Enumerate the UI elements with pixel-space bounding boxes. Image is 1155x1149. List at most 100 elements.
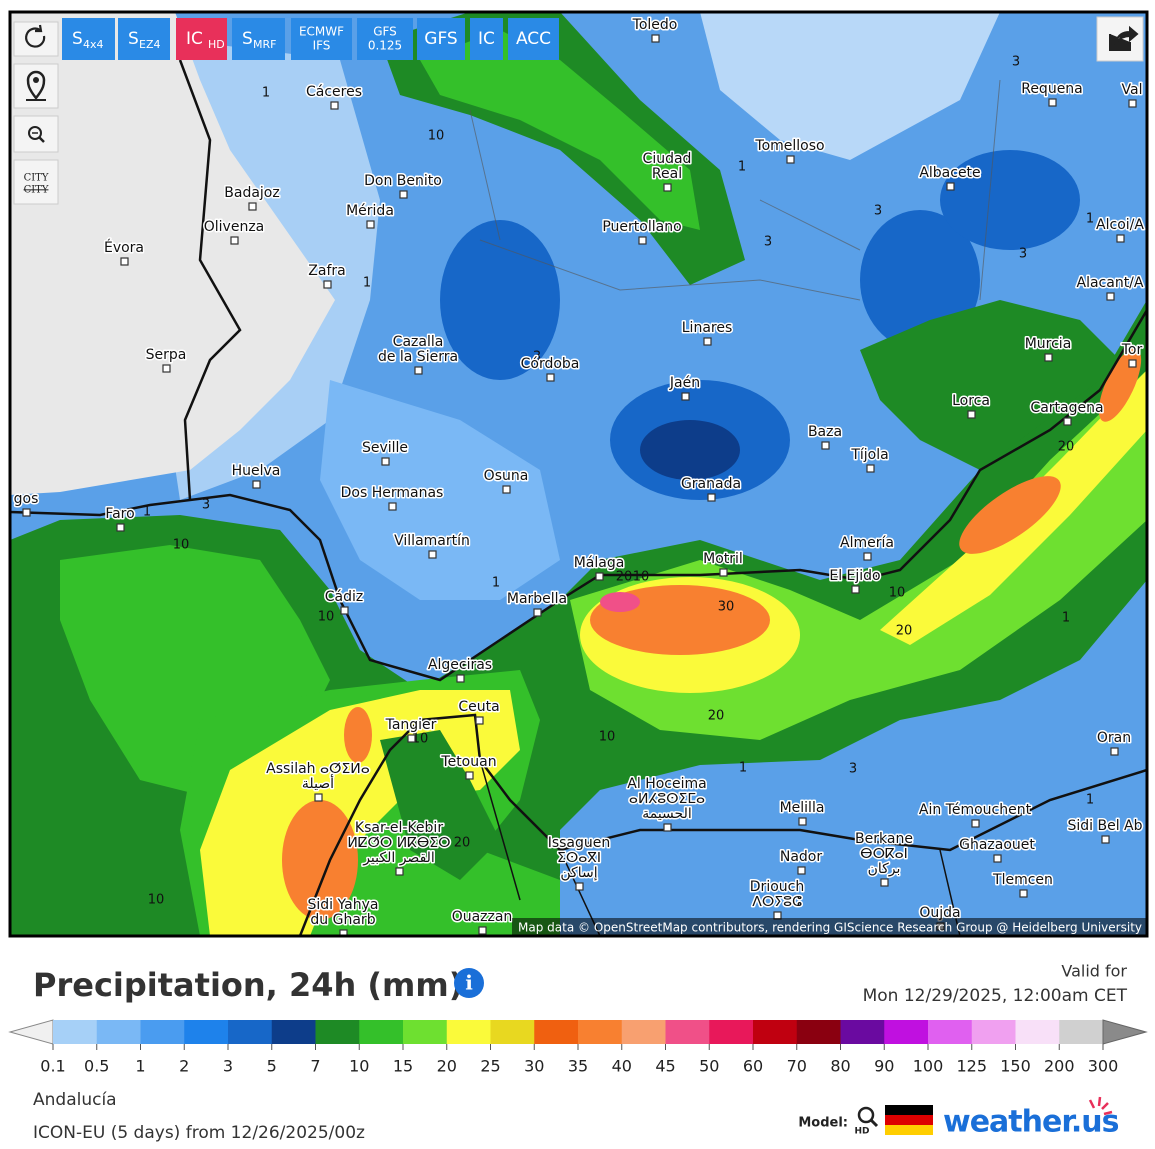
city-marker	[773, 911, 782, 920]
model-button-sub: EZ4	[139, 38, 160, 51]
legend-label: 200	[1044, 1057, 1075, 1076]
contour-label: 1	[739, 761, 747, 776]
city-label: Real	[652, 166, 682, 182]
legend-swatch	[490, 1020, 535, 1044]
contour-label: 10	[599, 730, 616, 745]
model-button-label: GFS	[373, 25, 397, 39]
legend-swatch	[665, 1020, 710, 1044]
legend-swatch	[96, 1020, 141, 1044]
model-button[interactable]	[417, 18, 465, 60]
city-label: Puertollano	[602, 219, 681, 235]
model-button-label: IC	[186, 29, 203, 49]
city-marker	[663, 823, 672, 832]
city-label: Baza	[808, 424, 842, 440]
legend-label: 3	[223, 1057, 233, 1076]
legend-label: 25	[480, 1057, 500, 1076]
contour-label: 3	[764, 235, 772, 250]
model-button[interactable]	[232, 18, 285, 60]
city-marker	[162, 364, 171, 373]
city-marker	[546, 373, 555, 382]
city-label: Zafra	[308, 263, 345, 279]
city-label: Sidi Bel Ab	[1067, 818, 1142, 834]
city-label: du Gharb	[310, 912, 375, 928]
legend-over	[1102, 1019, 1148, 1045]
legend-label: 0.1	[40, 1057, 65, 1076]
city-marker	[478, 926, 487, 935]
city-marker	[502, 485, 511, 494]
city-label: بركان	[868, 861, 901, 877]
city-label: Évora	[104, 239, 144, 256]
contour-label: 20	[616, 570, 633, 585]
contour-label: 1	[1062, 611, 1070, 626]
city-label: de la Sierra	[378, 349, 458, 365]
city-button[interactable]	[13, 159, 59, 205]
city-marker	[1044, 353, 1053, 362]
city-label: Córdoba	[521, 356, 580, 372]
city-button-label: CITY	[24, 185, 49, 196]
model-button-label: 0.125	[368, 39, 402, 53]
city-marker	[851, 585, 860, 594]
model-button-label: S	[128, 29, 139, 49]
location-button[interactable]	[13, 63, 59, 109]
contour-label: 20	[1058, 440, 1075, 455]
city-label: Don Benito	[364, 173, 442, 189]
model-button[interactable]	[357, 18, 413, 60]
city-marker	[821, 441, 830, 450]
city-label: Marbella	[507, 591, 567, 607]
model-button-label: GFS	[424, 29, 457, 49]
contour-label: 3	[874, 204, 882, 219]
city-label: Tangier	[385, 717, 437, 733]
city-label: Assilah ⴰⵚⵉⵍⴰ	[266, 761, 370, 777]
legend-swatch	[1059, 1020, 1104, 1044]
model-button[interactable]	[470, 18, 503, 60]
city-marker	[575, 882, 584, 891]
city-label: Algeciras	[428, 657, 492, 673]
model-button[interactable]	[176, 18, 227, 60]
model-button-sub: HD	[208, 38, 225, 51]
legend: 0.1 0.5 1 2 3 5 7 10 15 20 25 30 35 40 45 50 60 70 80 90 100…	[8, 1019, 1148, 1076]
city-marker	[428, 550, 437, 559]
legend-swatch	[184, 1020, 229, 1044]
zoom-button[interactable]	[13, 115, 59, 153]
legend-swatch	[928, 1020, 973, 1044]
model-label: Model:	[798, 1116, 848, 1131]
brand[interactable]: weather.us	[943, 1105, 1120, 1140]
contour-label: 1	[1086, 212, 1094, 227]
legend-label: 10	[349, 1057, 369, 1076]
brand-rays	[1088, 1096, 1113, 1116]
contour-label: 3	[202, 498, 210, 513]
city-label: Ouazzan	[452, 909, 513, 925]
legend-swatch	[578, 1020, 623, 1044]
city-label: Tetouan	[440, 754, 496, 770]
city-label: Issaguen	[548, 835, 611, 851]
city-label: Ghazaouet	[959, 837, 1035, 853]
info-icon[interactable]	[454, 968, 484, 998]
city-marker	[866, 464, 875, 473]
city-marker	[719, 568, 728, 577]
legend-label: 50	[699, 1057, 719, 1076]
city-marker	[366, 220, 375, 229]
city-marker	[971, 819, 980, 828]
model-button[interactable]	[62, 18, 115, 60]
refresh-button[interactable]	[13, 21, 59, 57]
city-label: Cáceres	[306, 84, 362, 100]
contour-label: 30	[718, 600, 735, 615]
contour-label: 1	[143, 505, 151, 520]
legend-swatch	[534, 1020, 579, 1044]
model-button[interactable]	[118, 18, 170, 60]
legend-swatch	[446, 1020, 491, 1044]
city-label: Al Hoceima	[627, 776, 706, 792]
city-label: Linares	[682, 320, 733, 336]
city-label: gos	[14, 491, 39, 507]
city-label: Almería	[840, 535, 894, 551]
city-marker	[707, 493, 716, 502]
model-badge: HD	[854, 1127, 869, 1137]
model-button[interactable]	[291, 18, 352, 60]
city-marker	[252, 480, 261, 489]
city-marker	[786, 155, 795, 164]
model-button[interactable]	[508, 18, 559, 60]
city-label: Melilla	[780, 800, 825, 816]
